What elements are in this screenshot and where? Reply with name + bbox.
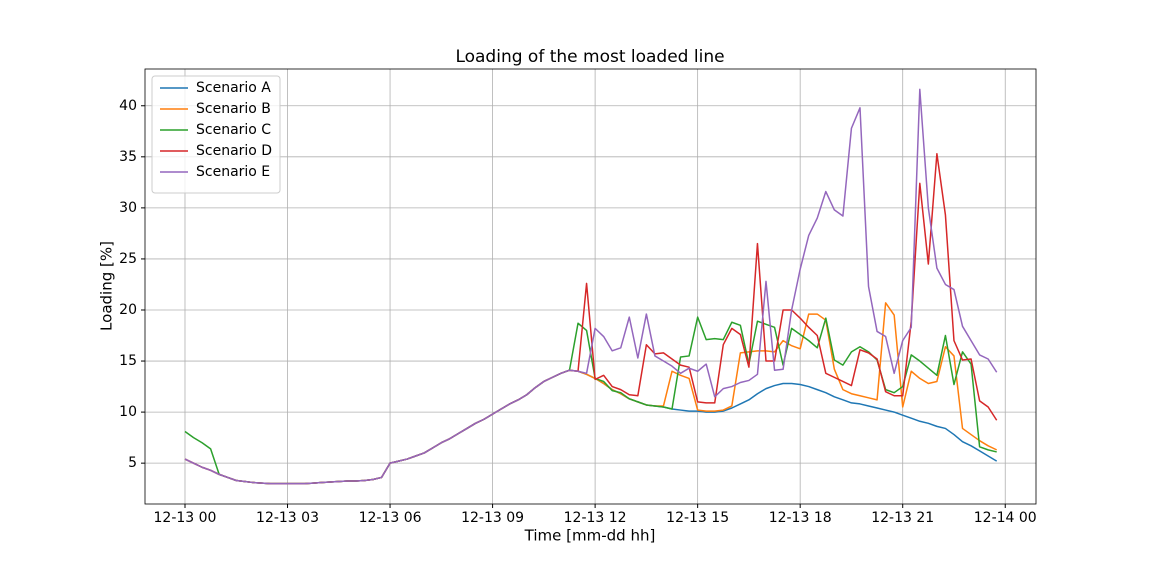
- series-line: [184, 88, 998, 485]
- legend-label: Scenario A: [196, 80, 271, 96]
- x-tick-label: 12-13 18: [769, 510, 832, 526]
- x-axis-label: Time [mm-dd hh]: [524, 527, 656, 545]
- x-tick-label: 12-13 06: [359, 510, 422, 526]
- y-tick-label: 40: [119, 98, 137, 114]
- legend-label: Scenario E: [196, 164, 270, 180]
- x-tick-label: 12-13 21: [871, 510, 934, 526]
- x-tick-label: 12-13 03: [256, 510, 319, 526]
- y-tick-label: 30: [119, 200, 137, 216]
- y-tick-label: 35: [119, 149, 137, 165]
- x-tick-label: 12-14 00: [974, 510, 1037, 526]
- y-tick-label: 25: [119, 251, 137, 267]
- y-tick-label: 5: [128, 455, 137, 471]
- x-tick-label: 12-13 15: [666, 510, 729, 526]
- y-tick-label: 15: [119, 353, 137, 369]
- x-tick-label: 12-13 09: [461, 510, 524, 526]
- y-tick-label: 10: [119, 404, 137, 420]
- x-tick-label: 12-13 12: [564, 510, 627, 526]
- x-tick-label: 12-13 00: [154, 510, 217, 526]
- plot-frame: [144, 68, 1037, 505]
- y-axis-label: Loading [%]: [98, 241, 116, 331]
- legend: Scenario A Scenario B Scenario C Scenario D…: [151, 75, 281, 194]
- legend-box: [151, 75, 281, 194]
- chart-title: Loading of the most loaded line: [455, 47, 724, 67]
- legend-label: Scenario B: [196, 101, 271, 117]
- legend-label: Scenario D: [196, 143, 272, 159]
- legend-label: Scenario C: [196, 122, 271, 138]
- y-tick-label: 20: [119, 302, 137, 318]
